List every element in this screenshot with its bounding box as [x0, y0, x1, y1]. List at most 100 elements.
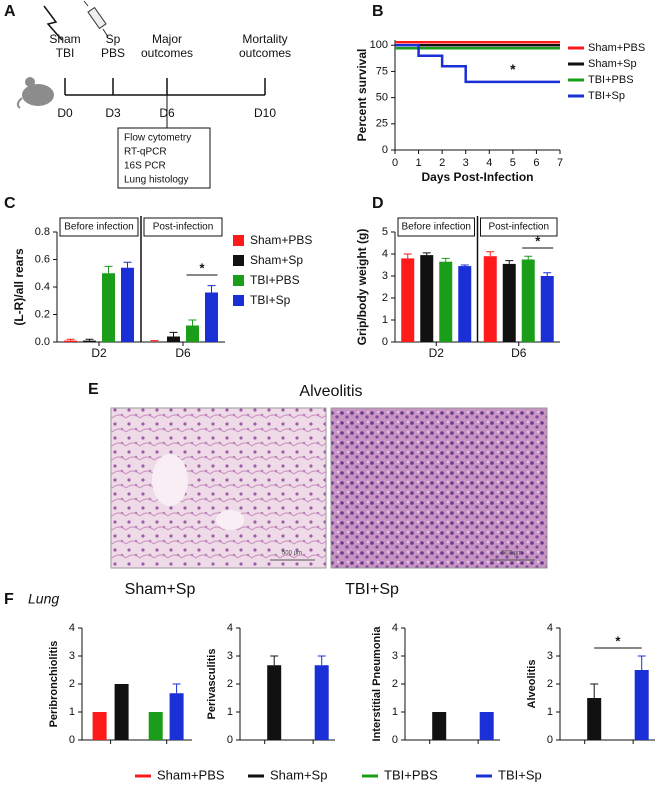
legend-swatch [233, 235, 244, 246]
x-tick-label: 3 [463, 157, 469, 169]
y-tick-label: 0 [547, 734, 553, 746]
legend-label: Sham+Sp [270, 767, 327, 782]
legend-swatch [233, 295, 244, 306]
y-tick-label: 1 [547, 706, 553, 718]
y-tick-label: 3 [382, 270, 388, 282]
panel-label: C [4, 195, 16, 212]
y-tick-label: 1 [227, 706, 233, 718]
y-tick-label: 2 [547, 678, 553, 690]
panel-label: B [372, 3, 384, 20]
error-bar [172, 683, 181, 694]
histology-label: Sham+Sp [125, 581, 196, 598]
error-bar [169, 331, 178, 337]
error-bar [590, 683, 599, 698]
timeline-label: outcomes [141, 46, 193, 60]
bar [205, 292, 218, 342]
legend-label: TBI+PBS [384, 767, 438, 782]
y-tick-label: 3 [69, 650, 75, 662]
scale-label: 500 µm [502, 551, 522, 557]
y-tick-label: 1 [392, 706, 398, 718]
legend-label: TBI+Sp [588, 90, 625, 102]
group-box [397, 217, 475, 237]
y-tick-label: 3 [227, 650, 233, 662]
y-tick-label: 3 [547, 650, 553, 662]
y-tick-label: 0 [382, 144, 388, 156]
y-tick-label: 25 [376, 118, 388, 130]
timeline-day: D10 [254, 106, 276, 120]
assay: RT-qPCR [124, 147, 167, 158]
assay: 16S PCR [124, 161, 166, 172]
bar [439, 261, 453, 342]
error-bar [123, 261, 132, 268]
group-label: Post-infection [153, 222, 214, 233]
error-bar [403, 253, 412, 259]
assay: Lung histology [124, 175, 189, 186]
panel-label: D [372, 195, 384, 212]
y-tick-label: 2 [392, 678, 398, 690]
annotation: * [535, 233, 541, 248]
assay: Flow cytometry [124, 133, 191, 144]
histology-label: TBI+Sp [345, 581, 399, 598]
timeline-label: TBI [56, 46, 75, 60]
bar [186, 325, 199, 342]
mouse-icon [16, 77, 54, 109]
bar [483, 256, 497, 342]
x-tick-label: 1 [416, 157, 422, 169]
y-tick-label: 0.4 [35, 281, 50, 293]
group-label: Post-infection [488, 222, 549, 233]
legend-label: Sham+PBS [250, 233, 312, 247]
error-bar [150, 340, 159, 342]
timeline-day: D0 [57, 106, 73, 120]
legend-swatch [233, 255, 244, 266]
lightning-icon [43, 5, 63, 41]
bar [458, 266, 472, 342]
error-bar [270, 655, 279, 666]
error-bar [637, 655, 646, 670]
error-bar [422, 252, 431, 256]
legend-label: TBI+PBS [588, 74, 634, 86]
bar [540, 276, 554, 342]
legend-label: TBI+Sp [498, 767, 542, 782]
y-tick-label: 0.6 [35, 253, 50, 265]
x-tick-label: 4 [486, 157, 492, 169]
y-tick-label: 4 [392, 622, 398, 634]
panel-label: E [88, 381, 99, 398]
syringe-icon [83, 0, 109, 38]
scale-label: 500 µm [282, 551, 302, 557]
x-tick-label: 5 [510, 157, 516, 169]
y-tick-label: 4 [69, 622, 75, 634]
error-bar [486, 251, 495, 257]
bar [267, 665, 282, 740]
bar [502, 263, 516, 342]
x-tick-label: 7 [557, 157, 563, 169]
timeline-label: Sp [106, 32, 121, 46]
bar [121, 267, 134, 342]
bar [521, 259, 535, 342]
legend-label: Sham+PBS [157, 767, 225, 782]
y-tick-label: 4 [227, 622, 233, 634]
legend-label: Sham+Sp [250, 253, 303, 267]
error-bar [317, 655, 326, 666]
error-bar [543, 272, 552, 276]
y-tick-label: 0.0 [35, 336, 50, 348]
histology-image [110, 407, 327, 569]
histology-detail [216, 510, 244, 530]
y-tick-label: 4 [382, 248, 388, 260]
y-axis-label: (L-R)/all rears [12, 248, 26, 326]
timeline-day: D3 [105, 106, 121, 120]
legend-label: Sham+PBS [588, 42, 645, 54]
group-box [59, 217, 139, 237]
bar [420, 255, 434, 342]
y-axis-label: Alveolitis [526, 660, 538, 709]
survival-line [395, 43, 560, 84]
y-tick-label: 100 [370, 39, 388, 51]
annotation: * [510, 61, 516, 77]
error-bar [104, 265, 113, 274]
timeline-label: PBS [101, 46, 125, 60]
error-bar [505, 260, 514, 264]
bar [148, 712, 163, 740]
histology-image [330, 407, 548, 569]
error-bar [207, 285, 216, 293]
group-label: Before infection [402, 222, 472, 233]
legend-label: Sham+Sp [588, 58, 637, 70]
